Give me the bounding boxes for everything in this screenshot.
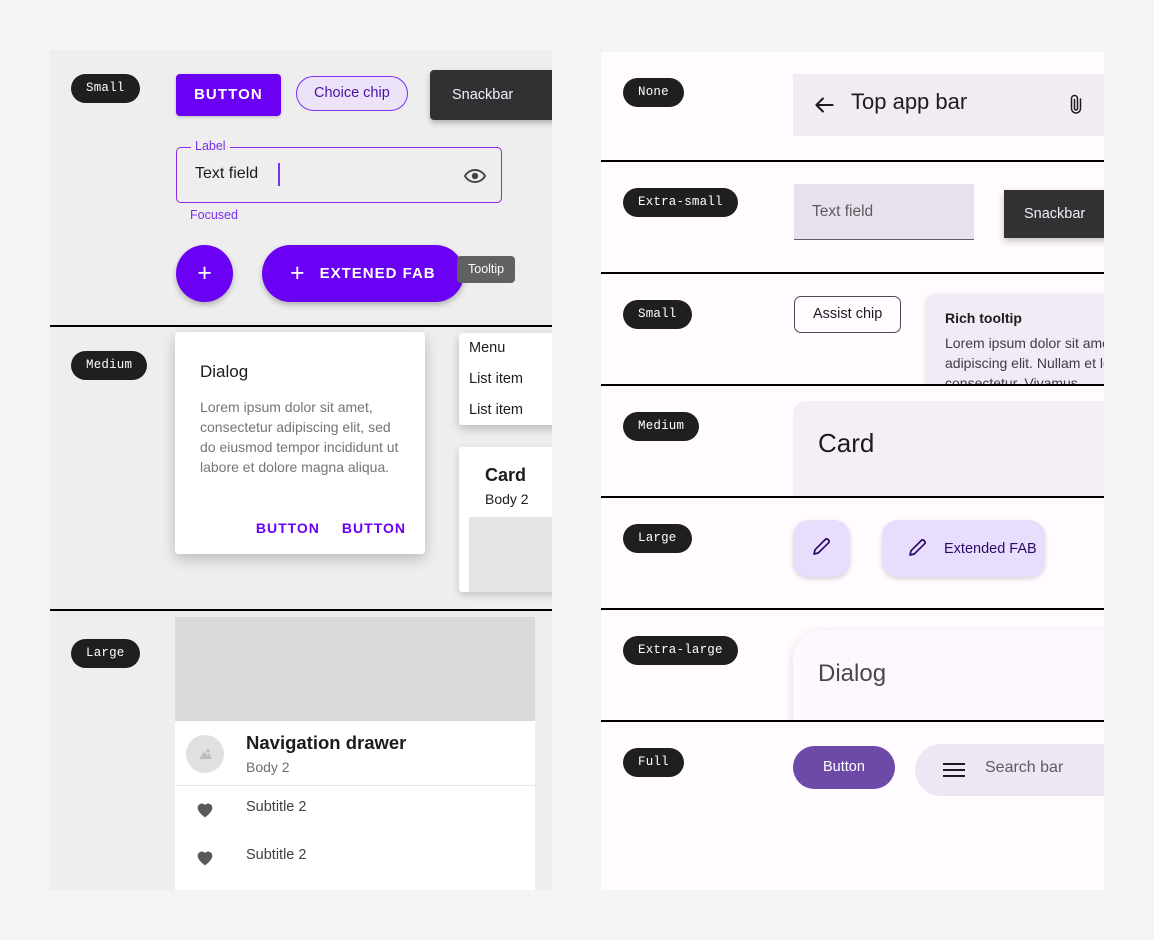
- arrow-left-icon[interactable]: [811, 92, 837, 118]
- section-divider: [601, 384, 1104, 386]
- menu-item[interactable]: List item: [469, 402, 523, 418]
- section-divider: [50, 325, 552, 327]
- shape-scale-pill-small: Small: [623, 300, 692, 329]
- eye-icon[interactable]: [463, 164, 487, 188]
- filled-text-field[interactable]: Text field: [794, 184, 974, 240]
- filled-button[interactable]: Button: [793, 746, 895, 789]
- section-extra-small: Extra-small Text field Snackbar: [601, 162, 1104, 272]
- extended-fab[interactable]: + EXTENED FAB: [262, 245, 464, 302]
- floating-action-button[interactable]: +: [176, 245, 233, 302]
- card-title: Card: [818, 428, 875, 458]
- drawer-title: Navigation drawer: [246, 732, 407, 753]
- choice-chip[interactable]: Choice chip: [296, 76, 408, 111]
- section-medium: Medium Dialog Lorem ipsum dolor sit amet…: [50, 327, 552, 657]
- text-field-placeholder: Text field: [812, 203, 874, 220]
- text-field-value: Text field: [195, 165, 259, 182]
- shape-scale-pill-extra-large: Extra-large: [623, 636, 738, 665]
- text-field-helper-text: Focused: [190, 208, 238, 222]
- divider: [175, 785, 535, 786]
- card-title: Card: [485, 465, 527, 485]
- extended-fab-label: Extended FAB: [944, 540, 1037, 557]
- snackbar: Snackbar: [430, 70, 552, 120]
- right-panel: None Top app bar Extra-small Text field …: [601, 52, 1104, 890]
- paperclip-icon[interactable]: [1064, 92, 1088, 116]
- tooltip: Tooltip: [457, 256, 516, 283]
- plus-icon: +: [290, 259, 306, 287]
- top-app-bar-title: Top app bar: [851, 89, 968, 114]
- drawer-list-item[interactable]: Subtitle 2: [175, 834, 535, 882]
- floating-action-button[interactable]: [793, 520, 850, 577]
- dialog-title: Dialog: [818, 660, 887, 687]
- filled-button[interactable]: BUTTON: [176, 74, 281, 116]
- section-divider: [50, 609, 552, 611]
- shape-scale-pill-medium: Medium: [623, 412, 700, 441]
- shape-scale-pill-large: Large: [71, 639, 140, 668]
- card-media-placeholder: [469, 517, 552, 592]
- section-large: Large Navigation drawer Body 2: [50, 611, 552, 890]
- card-body: Body 2: [485, 491, 529, 507]
- section-none: None Top app bar: [601, 52, 1104, 160]
- search-placeholder: Search bar: [985, 759, 1064, 776]
- avatar: [186, 735, 224, 773]
- hamburger-icon[interactable]: [943, 762, 965, 778]
- heart-icon: [194, 846, 216, 868]
- rich-tooltip: Rich tooltip Lorem ipsum dolor sit amet,…: [927, 294, 1104, 384]
- dialog: Dialog Lorem ipsum dolor sit amet, conse…: [175, 332, 425, 554]
- drawer-subtitle: Body 2: [246, 759, 290, 775]
- shape-scale-pill-medium: Medium: [71, 351, 148, 380]
- pencil-icon: [906, 535, 930, 563]
- shape-scale-pill-large: Large: [623, 524, 692, 553]
- dialog: Dialog: [793, 630, 1104, 720]
- section-divider: [601, 160, 1104, 162]
- dialog-body-text: Lorem ipsum dolor sit amet, consectetur …: [200, 399, 399, 475]
- drawer-list-item-label: Subtitle 2: [246, 799, 307, 815]
- pencil-icon: [810, 534, 834, 563]
- top-app-bar: Top app bar: [793, 74, 1104, 136]
- text-cursor: [278, 163, 280, 186]
- snackbar-label: Snackbar: [452, 87, 514, 103]
- shape-scale-pill-full: Full: [623, 748, 684, 777]
- dialog-actions: BUTTON BUTTON: [256, 520, 406, 536]
- snackbar-label: Snackbar: [1024, 206, 1086, 222]
- card[interactable]: Card: [793, 401, 1104, 496]
- drawer-header: Navigation drawer Body 2: [175, 721, 535, 785]
- shape-scale-pill-extra-small: Extra-small: [623, 188, 738, 217]
- image-placeholder-icon: [199, 748, 212, 759]
- section-medium: Medium Card: [601, 386, 1104, 496]
- menu: Menu List item List item: [459, 333, 552, 425]
- menu-item[interactable]: List item: [469, 371, 523, 387]
- assist-chip[interactable]: Assist chip: [794, 296, 902, 333]
- left-panel: Small BUTTON Choice chip Snackbar Label …: [50, 50, 552, 890]
- text-field-label: Label: [191, 139, 230, 153]
- dialog-title: Dialog: [200, 362, 249, 381]
- dialog-action-2[interactable]: BUTTON: [341, 520, 406, 536]
- section-divider: [601, 608, 1104, 610]
- dialog-action-1[interactable]: BUTTON: [255, 520, 320, 536]
- rich-tooltip-body: Lorem ipsum dolor sit amet, consectetur …: [945, 335, 1104, 384]
- section-extra-large: Extra-large Dialog: [601, 610, 1104, 720]
- extended-fab[interactable]: Extended FAB: [882, 520, 1045, 577]
- section-large: Large Extended FAB: [601, 498, 1104, 608]
- shape-scale-pill-none: None: [623, 78, 684, 107]
- snackbar: Snackbar: [1004, 190, 1104, 238]
- rich-tooltip-title: Rich tooltip: [945, 310, 1022, 326]
- shape-scale-pill-small: Small: [71, 74, 140, 103]
- menu-header[interactable]: Menu: [469, 340, 506, 356]
- section-small: Small BUTTON Choice chip Snackbar Label …: [50, 50, 552, 325]
- section-divider: [601, 272, 1104, 274]
- section-divider: [601, 720, 1104, 722]
- drawer-list-item-label: Subtitle 2: [246, 847, 307, 863]
- outlined-text-field[interactable]: Label Text field: [176, 139, 502, 203]
- drawer-list-item[interactable]: Subtitle 2: [175, 786, 535, 834]
- search-bar[interactable]: Search bar: [915, 744, 1104, 796]
- plus-icon: +: [197, 259, 212, 287]
- navigation-drawer: Navigation drawer Body 2 Subtitle 2: [175, 617, 535, 890]
- section-small: Small Assist chip Rich tooltip Lorem ips…: [601, 274, 1104, 384]
- section-full: Full Button Search bar: [601, 722, 1104, 890]
- drawer-media-placeholder: [175, 617, 535, 721]
- extended-fab-label: EXTENED FAB: [319, 265, 436, 282]
- heart-icon: [194, 798, 216, 820]
- section-divider: [601, 496, 1104, 498]
- card[interactable]: Card Body 2: [459, 447, 552, 592]
